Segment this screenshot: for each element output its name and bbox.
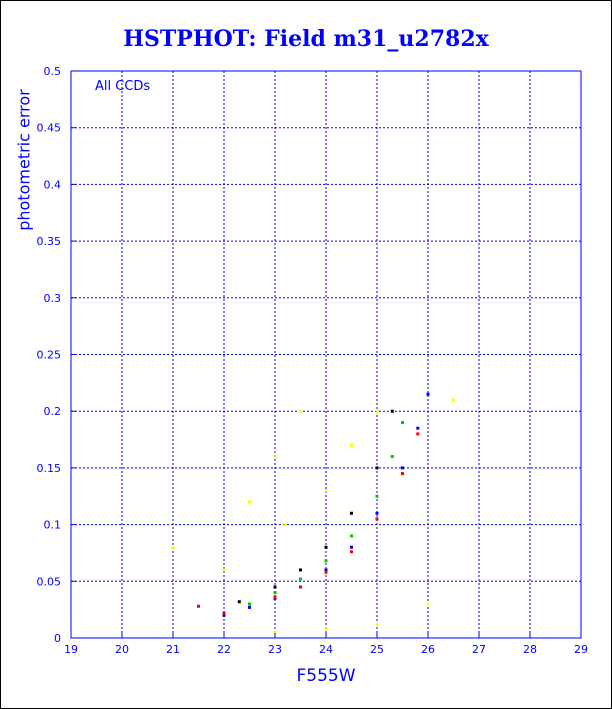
- data-point: [273, 455, 277, 459]
- data-point: [248, 602, 251, 606]
- data-point: [237, 600, 241, 604]
- data-point: [350, 511, 353, 515]
- y-tick-label: 0.15: [37, 462, 62, 475]
- x-tick-label: 26: [421, 643, 435, 656]
- data-point: [401, 466, 404, 470]
- data-point: [299, 568, 302, 572]
- y-tick-label: 0.5: [44, 65, 62, 78]
- x-tick-label: 24: [319, 643, 333, 656]
- x-tick-label: 25: [370, 643, 384, 656]
- x-tick-label: 28: [523, 643, 537, 656]
- data-point: [350, 545, 353, 549]
- data-point: [324, 627, 328, 631]
- data-point: [324, 489, 328, 493]
- data-point: [350, 443, 353, 447]
- y-tick-label: 0.35: [37, 235, 62, 248]
- data-point: [273, 585, 277, 589]
- y-tick-label: 0.2: [44, 405, 62, 418]
- y-tick-label: 0.3: [44, 292, 62, 305]
- data-point: [375, 494, 379, 498]
- y-tick-label: 0.05: [37, 575, 62, 588]
- data-point: [222, 568, 226, 572]
- data-point: [426, 602, 430, 606]
- data-point: [222, 611, 226, 615]
- annotation-all-ccds: All CCDs: [95, 79, 151, 94]
- x-tick-label: 22: [217, 643, 231, 656]
- x-tick-label: 21: [166, 643, 180, 656]
- y-tick-label: 0.4: [44, 178, 62, 191]
- data-point: [375, 466, 379, 470]
- data-point: [390, 455, 394, 459]
- x-tick-label: 29: [574, 643, 588, 656]
- data-point: [324, 559, 328, 563]
- data-point: [273, 595, 277, 599]
- data-point: [375, 622, 379, 626]
- y-tick-label: 0.25: [37, 349, 62, 362]
- data-point: [401, 421, 404, 425]
- x-tick-label: 27: [472, 643, 486, 656]
- data-point: [171, 545, 175, 549]
- data-point: [350, 534, 353, 538]
- y-tick-label: 0: [54, 632, 61, 645]
- data-point: [350, 550, 353, 554]
- data-point: [324, 570, 328, 574]
- data-point: [197, 604, 200, 608]
- y-tick-label: 0.1: [44, 519, 62, 532]
- tick-layer: 19 20 21 22 23 24 25 26 27 28 29 0 0.05 0.1 0.15 0.2 0.2…: [37, 65, 589, 656]
- data-point: [426, 392, 430, 396]
- data-point: [324, 568, 328, 572]
- data-point: [375, 409, 379, 413]
- data-point: [248, 605, 251, 609]
- data-point: [401, 472, 404, 476]
- data-point: [299, 409, 302, 413]
- x-tick-label: 19: [64, 643, 78, 656]
- data-point: [452, 398, 455, 402]
- data-point: [375, 511, 379, 515]
- data-point: [222, 613, 226, 617]
- data-point: [299, 585, 302, 589]
- y-tick-label: 0.45: [37, 122, 62, 135]
- data-points: [171, 392, 455, 634]
- data-point: [416, 432, 420, 436]
- x-tick-label: 23: [268, 643, 282, 656]
- data-point: [273, 630, 277, 634]
- data-point: [273, 591, 277, 595]
- data-point: [248, 500, 251, 504]
- data-point: [299, 577, 302, 581]
- data-point: [375, 517, 379, 521]
- grid-layer: [70, 70, 582, 639]
- x-axis-label: F555W: [296, 666, 356, 686]
- y-axis-label: photometric error: [14, 89, 34, 231]
- chart-title: HSTPHOT: Field m31_u2782x: [123, 26, 489, 52]
- x-tick-label: 20: [115, 643, 129, 656]
- data-point: [390, 409, 394, 413]
- data-point: [283, 523, 287, 527]
- data-point: [416, 426, 420, 430]
- data-point: [324, 545, 328, 549]
